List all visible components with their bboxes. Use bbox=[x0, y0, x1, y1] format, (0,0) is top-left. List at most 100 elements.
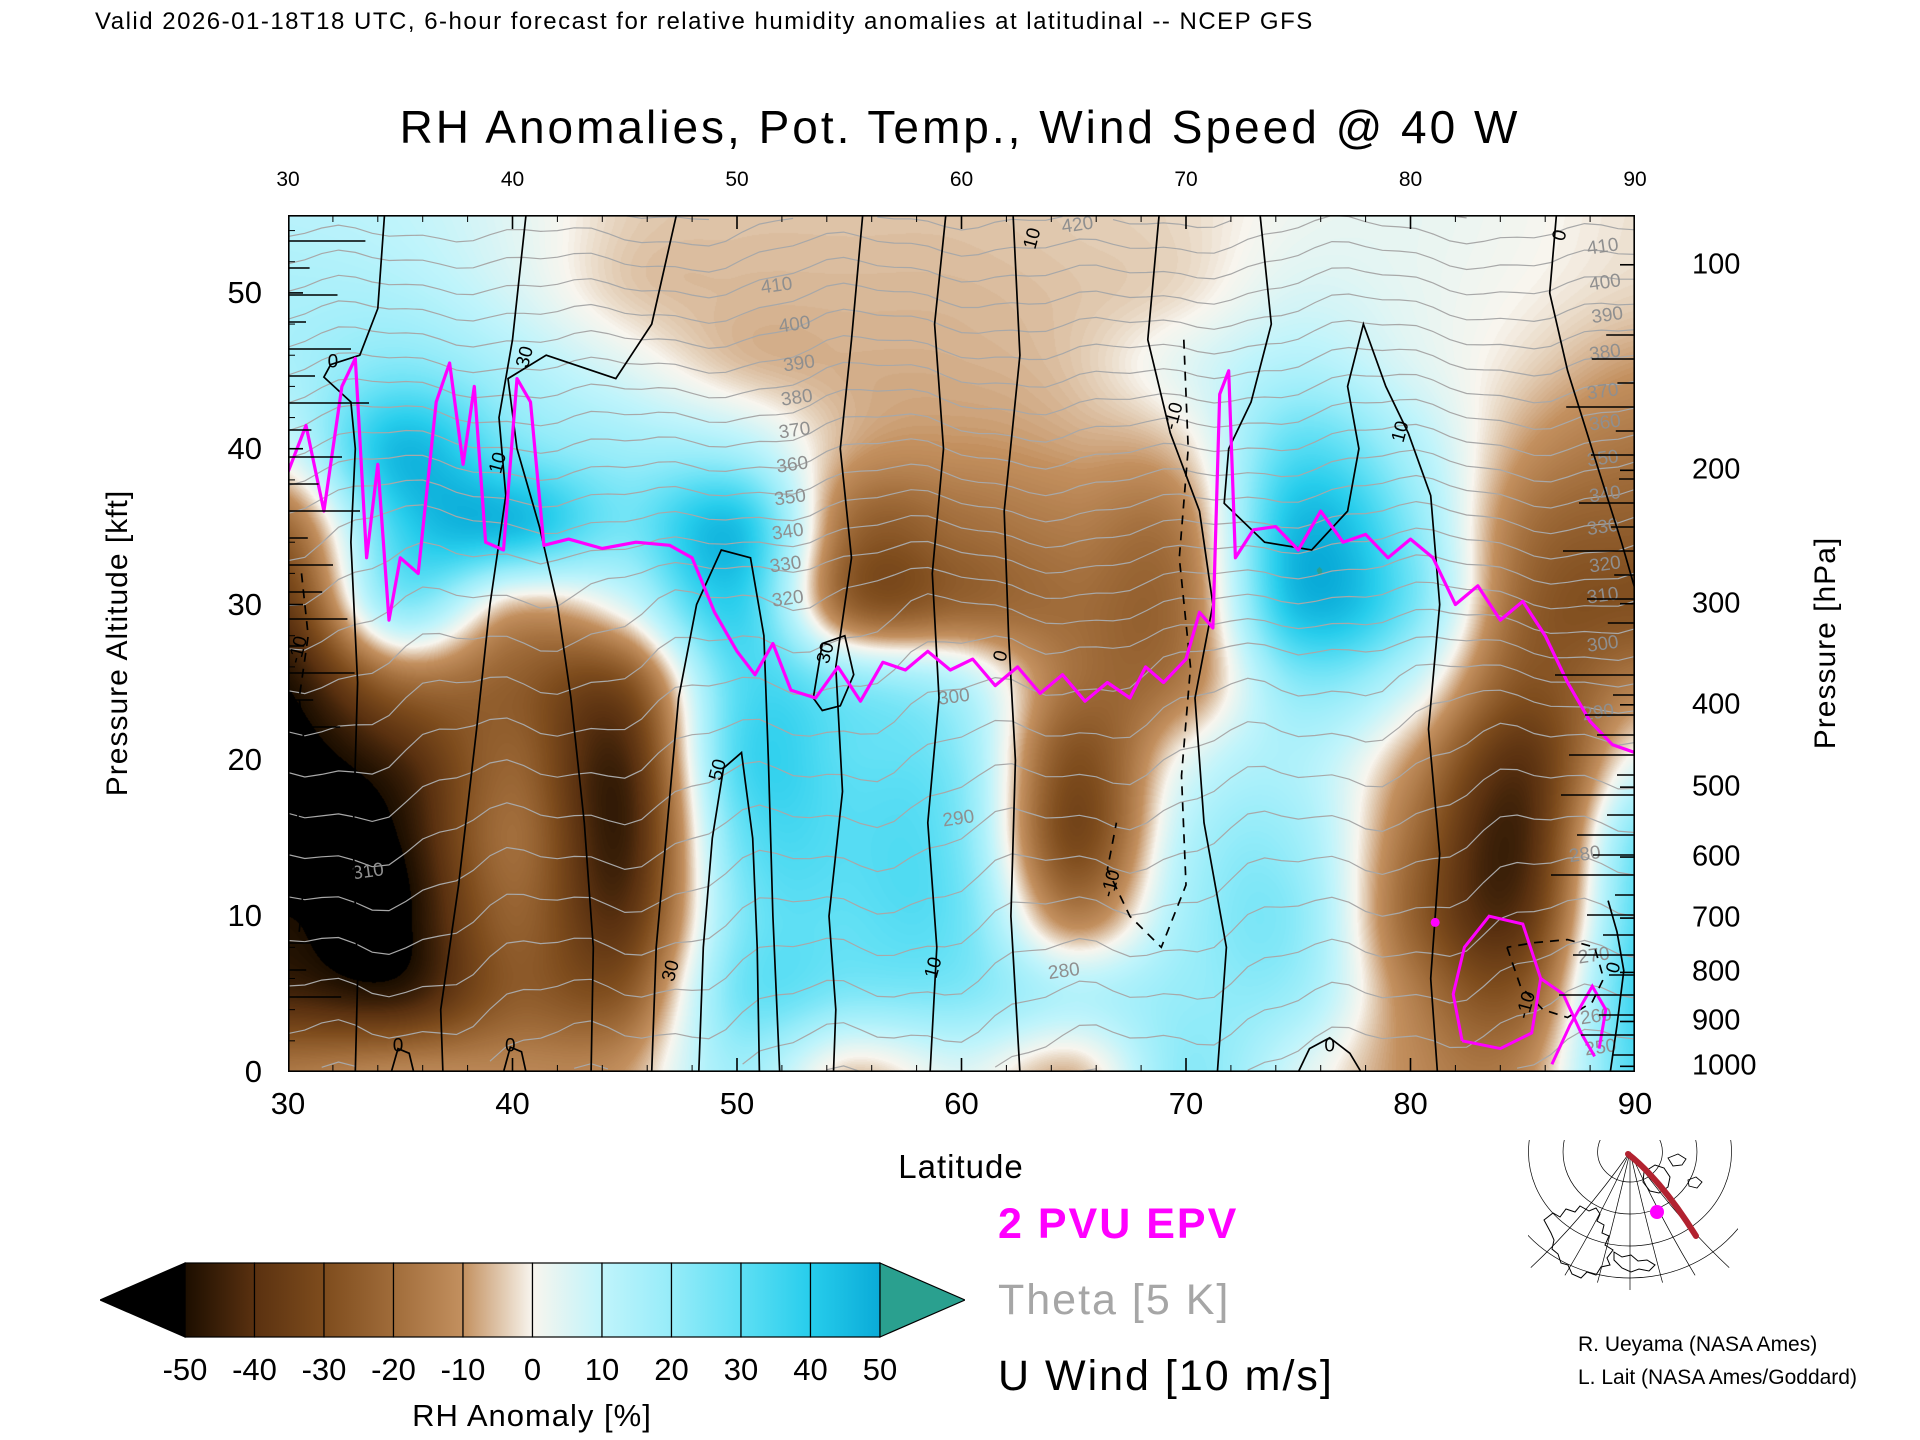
map-meridian bbox=[1530, 1151, 1631, 1268]
theta-label-320: 320 bbox=[1588, 552, 1622, 577]
colorbar-segment-0 bbox=[531, 1262, 603, 1338]
theta-contour-350 bbox=[288, 449, 1635, 515]
uwind-contour-0-15 bbox=[1297, 1036, 1362, 1072]
uwind-label-30-6: 30 bbox=[813, 640, 839, 666]
theta-contour-285 bbox=[489, 856, 1635, 1062]
uwind-contour-10-9 bbox=[1146, 215, 1228, 1072]
right-axis-tick-300: 300 bbox=[1692, 587, 1741, 620]
map-coast-gulf bbox=[1613, 1251, 1656, 1273]
validity-note: Valid 2026-01-18T18 UTC, 6-hour forecast… bbox=[95, 8, 1314, 35]
right-axis-tick-400: 400 bbox=[1692, 688, 1741, 721]
legend-uwind: U Wind [10 m/s] bbox=[998, 1352, 1334, 1400]
colorbar-title: RH Anomaly [%] bbox=[412, 1398, 652, 1433]
colorbar-segment-10 bbox=[601, 1262, 673, 1338]
bottom-axis-tick-70: 70 bbox=[1168, 1086, 1204, 1121]
top-axis-tick-40: 40 bbox=[500, 168, 525, 191]
top-axis-tick-70: 70 bbox=[1174, 168, 1198, 191]
uwind-label-10-7: 10 bbox=[921, 955, 947, 981]
theta-contour-385 bbox=[288, 267, 1635, 324]
map-inset bbox=[1493, 1025, 1767, 1305]
uwind-contour-0-18 bbox=[502, 1045, 527, 1072]
uwind-contour-30-2 bbox=[507, 215, 678, 1072]
left-axis-tick-40: 40 bbox=[227, 430, 262, 466]
theta-label-380: 380 bbox=[1588, 340, 1622, 365]
map-meridian bbox=[1597, 1151, 1631, 1283]
uwind-label-0-0: 0 bbox=[328, 352, 339, 373]
colorbar-tick-50: 50 bbox=[862, 1352, 898, 1387]
theta-contour-275 bbox=[994, 939, 1635, 1068]
colorbar-tick--10: -10 bbox=[440, 1352, 486, 1387]
map-location-marker bbox=[1650, 1205, 1664, 1219]
theta-contour-280 bbox=[742, 897, 1635, 1065]
right-axis-tick-600: 600 bbox=[1692, 840, 1741, 873]
bottom-axis-tick-80: 80 bbox=[1393, 1086, 1428, 1121]
credit-line-2: L. Lait (NASA Ames/Goddard) bbox=[1578, 1366, 1857, 1389]
right-axis-tick-500: 500 bbox=[1692, 770, 1741, 803]
credits: R. Ueyama (NASA Ames) L. Lait (NASA Ames… bbox=[1578, 1328, 1857, 1394]
right-axis-tick-900: 900 bbox=[1692, 1004, 1741, 1037]
colorbar-tick-10: 10 bbox=[584, 1352, 620, 1387]
theta-label-350: 350 bbox=[773, 485, 807, 510]
bottom-axis-tick-40: 40 bbox=[495, 1086, 530, 1121]
top-axis-tick-30: 30 bbox=[276, 168, 300, 191]
x-axis-title: Latitude bbox=[898, 1148, 1024, 1185]
uwind-contour-10-8 bbox=[926, 215, 947, 1072]
pvu-tropopause-line bbox=[288, 356, 1635, 755]
theta-label-280: 280 bbox=[1047, 959, 1081, 984]
theta-contour-300 bbox=[288, 722, 1635, 956]
contour-overlay: 4104003903803703603503403303203104203002… bbox=[288, 215, 1635, 1072]
bottom-axis-tick-60: 60 bbox=[944, 1086, 979, 1121]
theta-label-390: 390 bbox=[782, 351, 816, 376]
theta-label-340: 340 bbox=[771, 519, 805, 544]
colorbar-segment--30 bbox=[323, 1262, 395, 1338]
plot-frame bbox=[288, 215, 1635, 1072]
theta-label-360: 360 bbox=[775, 452, 809, 477]
bottom-axis-tick-50: 50 bbox=[719, 1086, 755, 1121]
theta-contour-325 bbox=[288, 581, 1635, 737]
top-axis-tick-80: 80 bbox=[1398, 168, 1423, 191]
uwind-contour-10-5 bbox=[828, 215, 864, 1072]
theta-contour-365 bbox=[288, 373, 1635, 432]
theta-label-350: 350 bbox=[1586, 446, 1620, 471]
theta-contour-295 bbox=[288, 768, 1635, 998]
right-axis-tick-700: 700 bbox=[1692, 901, 1741, 934]
uwind-label--10-11: -10 bbox=[1097, 868, 1124, 900]
colorbar-tick-20: 20 bbox=[654, 1352, 689, 1387]
uwind-label--10-3: -10 bbox=[288, 634, 312, 666]
colorbar-under-arrow bbox=[98, 1262, 186, 1338]
theta-label-410: 410 bbox=[1586, 234, 1620, 259]
uwind-label-0-17: 0 bbox=[393, 1036, 404, 1057]
theta-label-380: 380 bbox=[780, 385, 814, 410]
theta-contour-275 bbox=[826, 1065, 861, 1072]
uwind-contour-10-10 bbox=[1223, 215, 1441, 1072]
theta-contour-375 bbox=[288, 319, 1635, 376]
left-axis-title: Pressure Altitude [kft] bbox=[101, 489, 134, 797]
pvu-dot bbox=[1430, 917, 1440, 927]
uwind-label-10-2: 10 bbox=[485, 450, 511, 476]
map-coast-islands bbox=[1667, 1153, 1703, 1189]
colorbar-segment-20 bbox=[670, 1262, 742, 1338]
colorbar-tick--40: -40 bbox=[232, 1352, 277, 1387]
colorbar bbox=[98, 1262, 967, 1338]
theta-contour-390 bbox=[288, 240, 1635, 299]
theta-contour-400 bbox=[288, 217, 794, 247]
uwind-contour-30-3 bbox=[650, 548, 781, 1072]
left-axis-tick-30: 30 bbox=[227, 586, 262, 622]
uwind-label-10-12: 10 bbox=[1388, 419, 1414, 445]
left-axis-tick-0: 0 bbox=[244, 1054, 262, 1089]
theta-contour-340 bbox=[288, 500, 1635, 607]
colorbar-tick-30: 30 bbox=[723, 1352, 759, 1387]
colorbar-segment--50 bbox=[184, 1262, 256, 1338]
map-coast-greenland bbox=[1642, 1164, 1671, 1194]
uwind-contour--10-12 bbox=[1106, 339, 1192, 949]
theta-contour-315 bbox=[288, 635, 1635, 823]
colorbar-segment--10 bbox=[462, 1262, 534, 1338]
pvu-loop-0 bbox=[1451, 914, 1543, 1051]
map-coast-north-america bbox=[1543, 1205, 1614, 1279]
map-meridian bbox=[1629, 1151, 1663, 1283]
theta-label-410: 410 bbox=[759, 273, 793, 298]
uwind-contour-0-7 bbox=[1003, 215, 1021, 1072]
uwind-label-0-8: 0 bbox=[990, 648, 1013, 664]
theta-label-290: 290 bbox=[941, 806, 975, 831]
uwind-label-0-15: 0 bbox=[1324, 1036, 1335, 1057]
